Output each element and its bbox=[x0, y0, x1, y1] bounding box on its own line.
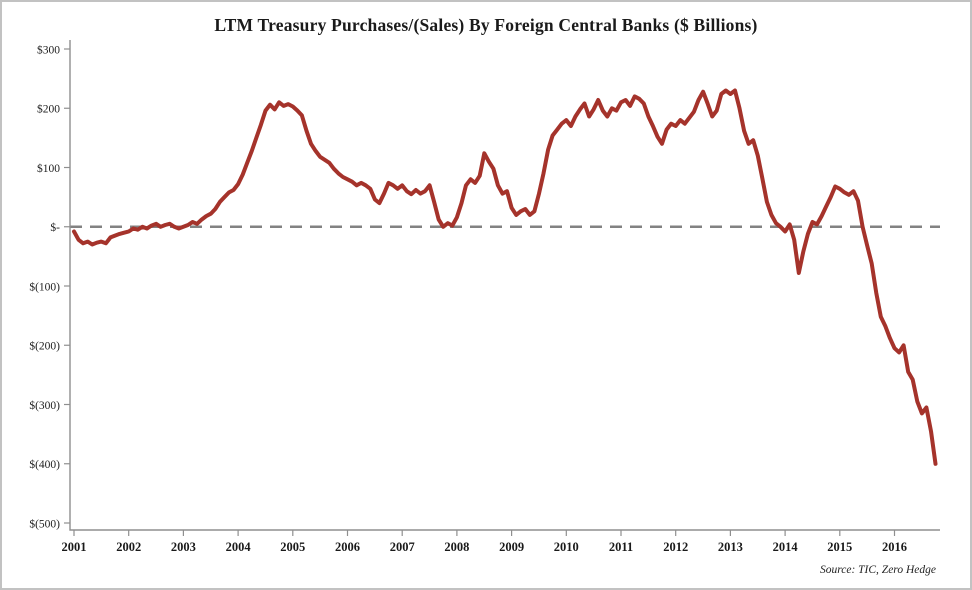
x-axis-label: 2007 bbox=[390, 540, 415, 554]
x-axis-label: 2001 bbox=[62, 540, 87, 554]
x-axis-label: 2002 bbox=[116, 540, 141, 554]
y-axis-label: $300 bbox=[37, 43, 60, 56]
y-axis-label: $(400) bbox=[29, 458, 60, 471]
x-axis-label: 2009 bbox=[499, 540, 524, 554]
x-axis-label: 2003 bbox=[171, 540, 196, 554]
x-axis-label: 2015 bbox=[827, 540, 852, 554]
x-axis-label: 2008 bbox=[444, 540, 469, 554]
x-axis-label: 2014 bbox=[773, 540, 799, 554]
data-line-treasury-purchases bbox=[72, 88, 938, 466]
x-axis-label: 2013 bbox=[718, 540, 743, 554]
y-axis-label: $200 bbox=[37, 103, 60, 116]
x-axis-label: 2012 bbox=[663, 540, 688, 554]
y-axis-label: $- bbox=[50, 221, 60, 234]
y-axis-label: $(500) bbox=[29, 517, 60, 530]
x-axis-label: 2010 bbox=[554, 540, 579, 554]
chart-title: LTM Treasury Purchases/(Sales) By Foreig… bbox=[214, 15, 758, 35]
x-axis-label: 2016 bbox=[882, 540, 907, 554]
y-axis-label: $(100) bbox=[29, 280, 60, 293]
x-axis-label: 2006 bbox=[335, 540, 360, 554]
x-axis-label: 2011 bbox=[609, 540, 633, 554]
x-axis-label: 2004 bbox=[226, 540, 252, 554]
y-axis-label: $(300) bbox=[29, 399, 60, 412]
axes bbox=[69, 40, 940, 531]
y-axis-label: $100 bbox=[37, 162, 60, 175]
y-axis-label: $(200) bbox=[29, 340, 60, 353]
x-axis-label: 2005 bbox=[280, 540, 305, 554]
source-note: Source: TIC, Zero Hedge bbox=[819, 564, 936, 576]
